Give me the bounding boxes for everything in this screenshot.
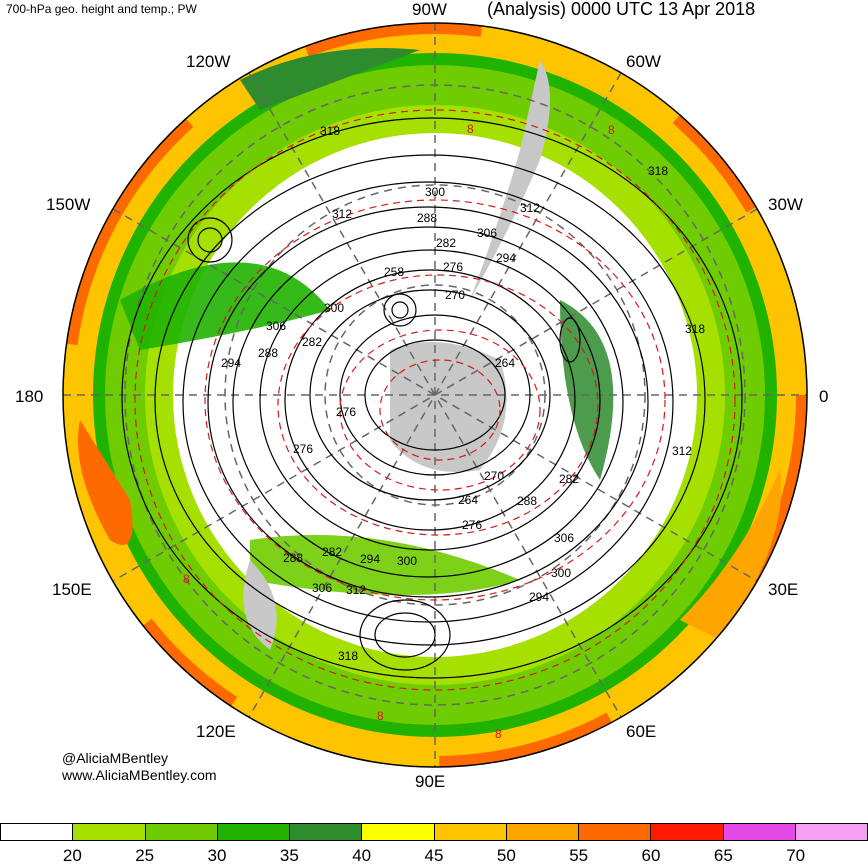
contour-label: 300 <box>397 554 417 568</box>
contour-label: 318 <box>320 124 340 138</box>
temperature-contours <box>134 109 736 691</box>
contour-label: 288 <box>258 346 278 360</box>
contour-label: 306 <box>477 226 497 240</box>
longitude-label-120e: 120E <box>196 722 236 741</box>
colorbar-swatch <box>0 823 73 841</box>
temperature-label: 8 <box>377 709 384 723</box>
temperature-label: 8 <box>467 122 474 136</box>
contour-label: 306 <box>554 531 574 545</box>
contour-label: 294 <box>496 251 516 265</box>
longitude-label-90w: 90W <box>412 0 447 19</box>
colorbar-tick-label: 70 <box>786 846 806 865</box>
contour-label: 282 <box>302 335 322 349</box>
polar-stereographic-map: 318 318 318 318 312 312 312 312 306 306 … <box>62 22 808 768</box>
contour-label: 294 <box>360 552 380 566</box>
contour-label: 306 <box>266 319 286 333</box>
map-subtitle: 700-hPa geo. height and temp.; PW <box>6 2 197 16</box>
colorbar-tick-label: 35 <box>279 846 299 865</box>
colorbar-swatch <box>433 823 506 841</box>
contour-label: 276 <box>293 442 313 456</box>
geopotential-height-contours <box>121 117 743 679</box>
longitude-label-30e: 30E <box>768 580 799 599</box>
contour-label: 258 <box>384 265 404 279</box>
contour-label: 270 <box>484 469 504 483</box>
colorbar-tick-label: 50 <box>496 846 516 865</box>
contour-label: 300 <box>425 185 445 199</box>
colorbar-swatch <box>72 823 145 841</box>
colorbar-tick-label: 60 <box>641 846 661 865</box>
contour-label: 318 <box>338 649 358 663</box>
contour-label: 312 <box>332 207 352 221</box>
colorbar-swatch <box>722 823 795 841</box>
colorbar-tick-label: 20 <box>62 846 82 865</box>
contour-label: 306 <box>312 581 332 595</box>
colorbar-swatch <box>794 823 868 841</box>
colorbar-tick-label: 65 <box>713 846 733 865</box>
contour-label: 318 <box>648 164 668 178</box>
colorbar-tick-label: 55 <box>569 846 589 865</box>
contour-label-layer: 318 318 318 318 312 312 312 312 306 306 … <box>221 124 705 663</box>
contour-label: 294 <box>529 590 549 604</box>
colorbar-swatch <box>578 823 651 841</box>
credit-website[interactable]: www.AliciaMBentley.com <box>62 767 217 783</box>
temperature-label: 8 <box>495 727 502 741</box>
longitude-label-180: 180 <box>15 387 44 406</box>
longitude-label-120w: 120W <box>186 52 231 71</box>
contour-label: 312 <box>346 583 366 597</box>
contour-label: 288 <box>417 211 437 225</box>
contour-label: 282 <box>559 472 579 486</box>
colorbar-swatch <box>650 823 723 841</box>
longitude-label-150e: 150E <box>52 580 92 599</box>
contour-label: 276 <box>462 518 482 532</box>
contour-label: 288 <box>517 494 537 508</box>
colorbar-tick-label: 30 <box>207 846 227 865</box>
longitude-label-90e: 90E <box>415 772 446 791</box>
contour-label: 312 <box>520 201 540 215</box>
contour-label: 270 <box>445 288 465 302</box>
colorbar-swatch <box>289 823 362 841</box>
longitude-label-60e: 60E <box>626 722 657 741</box>
longitude-label-0: 0 <box>819 387 829 406</box>
contour-label: 294 <box>221 356 241 370</box>
credit-handle: @AliciaMBentley <box>62 750 169 766</box>
longitude-label-150w: 150W <box>46 195 91 214</box>
contour-label: 318 <box>685 322 705 336</box>
colorbar-swatch <box>144 823 217 841</box>
contour-label: 300 <box>324 301 344 315</box>
pw-colorbar <box>0 823 868 843</box>
contour-label: 264 <box>495 356 515 370</box>
longitude-label-30w: 30W <box>768 195 803 214</box>
contour-label: 288 <box>283 551 303 565</box>
contour-label: 264 <box>458 493 478 507</box>
colorbar-tick-label: 45 <box>424 846 444 865</box>
graticule <box>63 23 807 767</box>
colorbar-swatch <box>216 823 289 841</box>
colorbar-swatch <box>361 823 434 841</box>
temperature-label-layer: 8 8 8 8 8 <box>183 122 615 741</box>
colorbar-swatch <box>505 823 578 841</box>
colorbar-tick-label: 40 <box>352 846 372 865</box>
map-title: (Analysis) 0000 UTC 13 Apr 2018 <box>487 0 756 19</box>
contour-label: 312 <box>672 444 692 458</box>
contour-label: 300 <box>551 566 571 580</box>
contour-label: 276 <box>336 405 356 419</box>
temperature-label: 8 <box>183 572 190 586</box>
contour-label: 282 <box>322 545 342 559</box>
colorbar-tick-label: 25 <box>135 846 155 865</box>
contour-label: 282 <box>436 236 456 250</box>
longitude-label-60w: 60W <box>626 52 661 71</box>
temperature-label: 8 <box>608 123 615 137</box>
contour-label: 276 <box>443 260 463 274</box>
